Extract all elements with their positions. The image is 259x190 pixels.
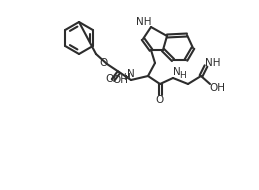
Text: H: H — [179, 71, 185, 81]
Text: O: O — [99, 58, 107, 68]
Text: O: O — [105, 74, 113, 84]
Text: O: O — [155, 95, 163, 105]
Text: N: N — [173, 67, 181, 77]
Text: NH: NH — [205, 58, 221, 68]
Text: N: N — [127, 69, 135, 79]
Text: NH: NH — [136, 17, 152, 27]
Text: H: H — [123, 74, 130, 82]
Text: OH: OH — [209, 83, 225, 93]
Text: OH: OH — [112, 75, 128, 85]
